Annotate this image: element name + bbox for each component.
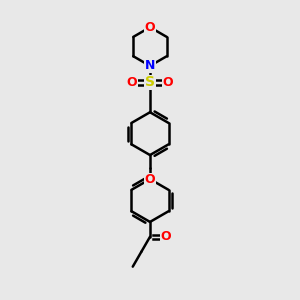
Text: O: O <box>160 230 171 243</box>
Text: S: S <box>145 75 155 89</box>
Text: N: N <box>145 59 155 72</box>
Text: O: O <box>145 21 155 34</box>
Text: O: O <box>145 173 155 186</box>
Text: O: O <box>127 76 137 89</box>
Text: O: O <box>163 76 173 89</box>
